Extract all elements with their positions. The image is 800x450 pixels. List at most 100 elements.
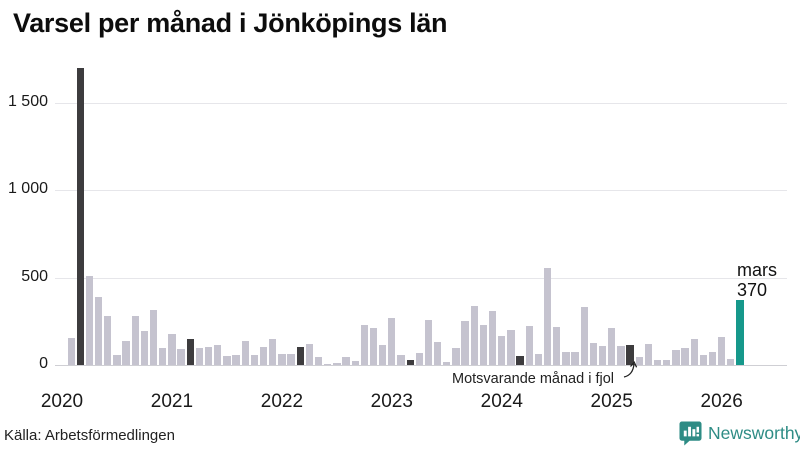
bar-mars-2022 bbox=[296, 346, 304, 365]
bar-aug-2021 bbox=[232, 355, 240, 365]
bar-aug-2022 bbox=[342, 357, 350, 365]
x-tick-label-2023: 2023 bbox=[370, 391, 413, 412]
bar-mars-2024 bbox=[516, 356, 524, 366]
bar-mars-2025 bbox=[626, 344, 634, 365]
newsworthy-bubble-icon bbox=[679, 421, 702, 446]
bar-juni-2025 bbox=[653, 359, 662, 366]
bar-feb-2025 bbox=[617, 345, 625, 366]
bar-dec-2022 bbox=[379, 344, 387, 365]
bar-juli-2021 bbox=[223, 356, 231, 366]
bar-aug-2023 bbox=[452, 348, 460, 365]
bar-nov-2022 bbox=[369, 328, 378, 366]
bar-apr-2024 bbox=[525, 325, 533, 365]
y-tick-label-0: 0 bbox=[39, 355, 48, 372]
annotation-text: Motsvarande månad i fjol bbox=[452, 371, 614, 387]
bar-feb-2021 bbox=[177, 349, 185, 365]
current-month-value: 370 bbox=[737, 280, 768, 300]
y-tick-label-1500: 1 500 bbox=[7, 92, 48, 110]
bar-maj-2021 bbox=[204, 346, 213, 365]
bar-jan-2021 bbox=[168, 333, 176, 365]
bar-apr-2023 bbox=[415, 352, 423, 366]
bar-sep-2022 bbox=[351, 360, 359, 365]
gridline-500 bbox=[55, 277, 787, 279]
bar-sep-2023 bbox=[461, 321, 469, 366]
bar-juli-2023 bbox=[443, 361, 451, 365]
bar-okt-2020 bbox=[140, 330, 149, 365]
source-caption: Källa: Arbetsförmedlingen bbox=[4, 427, 175, 444]
bar-aug-2024 bbox=[562, 351, 570, 365]
bar-mars-2026 bbox=[736, 300, 744, 366]
bar-juli-2025 bbox=[663, 359, 671, 366]
bar-feb-2023 bbox=[397, 355, 405, 365]
chart-title: Varsel per månad i Jönköpings län bbox=[13, 8, 448, 38]
bar-okt-2022 bbox=[360, 324, 368, 366]
bar-juni-2020 bbox=[104, 316, 112, 365]
bar-jan-2023 bbox=[388, 317, 396, 366]
bar-okt-2025 bbox=[690, 338, 698, 366]
bar-nov-2021 bbox=[259, 346, 268, 365]
x-tick-label-2024: 2024 bbox=[480, 391, 523, 412]
bar-jan-2022 bbox=[278, 353, 286, 365]
bar-dec-2020 bbox=[159, 348, 167, 365]
bar-nov-2025 bbox=[699, 354, 707, 365]
bar-feb-2020 bbox=[67, 337, 75, 365]
bar-maj-2022 bbox=[314, 357, 323, 365]
bar-sep-2024 bbox=[571, 351, 579, 365]
x-tick-label-2021: 2021 bbox=[150, 391, 194, 412]
bar-juli-2024 bbox=[553, 327, 561, 365]
y-tick-label-500: 500 bbox=[21, 267, 48, 285]
current-month-name: mars bbox=[737, 260, 777, 280]
bar-okt-2021 bbox=[250, 355, 259, 365]
bar-apr-2025 bbox=[635, 357, 643, 365]
bar-juli-2020 bbox=[113, 355, 121, 365]
bar-jan-2025 bbox=[608, 328, 616, 366]
bar-mars-2023 bbox=[406, 359, 414, 366]
x-tick-label-2026: 2026 bbox=[700, 391, 743, 412]
bar-juni-2022 bbox=[324, 364, 332, 365]
bar-juni-2024 bbox=[543, 267, 552, 365]
y-tick-label-1000: 1 000 bbox=[7, 180, 48, 197]
bar-okt-2024 bbox=[580, 307, 588, 365]
bar-aug-2025 bbox=[672, 350, 680, 365]
bar-aug-2020 bbox=[122, 340, 130, 365]
bar-okt-2023 bbox=[470, 306, 478, 365]
x-axis-line bbox=[55, 365, 787, 366]
bar-sep-2021 bbox=[241, 341, 249, 365]
x-tick-label-2025: 2025 bbox=[590, 391, 633, 412]
bar-apr-2022 bbox=[305, 344, 314, 365]
bar-dec-2023 bbox=[488, 310, 497, 366]
x-tick-label-2020: 2020 bbox=[40, 391, 84, 412]
bar-mars-2020 bbox=[76, 67, 84, 365]
bar-dec-2021 bbox=[269, 338, 277, 366]
bar-feb-2022 bbox=[287, 353, 295, 365]
bar-nov-2023 bbox=[479, 324, 488, 366]
bar-dec-2025 bbox=[708, 351, 717, 365]
bar-feb-2024 bbox=[507, 330, 515, 365]
bar-dec-2024 bbox=[598, 345, 607, 366]
gridline-1500 bbox=[55, 102, 787, 104]
current-month-label: mars 370 bbox=[737, 260, 777, 300]
bar-jan-2024 bbox=[498, 336, 506, 365]
newsworthy-logo[interactable]: Newsworthy bbox=[679, 421, 800, 446]
gridline-1000 bbox=[55, 190, 787, 191]
bar-maj-2020 bbox=[94, 296, 103, 366]
bar-maj-2024 bbox=[534, 353, 543, 365]
bar-jan-2026 bbox=[718, 337, 726, 365]
bar-juli-2022 bbox=[333, 363, 341, 366]
bar-maj-2023 bbox=[424, 319, 433, 365]
bar-juni-2023 bbox=[433, 342, 442, 366]
bar-apr-2020 bbox=[85, 275, 94, 366]
bar-nov-2024 bbox=[589, 343, 598, 365]
bar-feb-2026 bbox=[727, 358, 735, 365]
annotation-arrow-icon bbox=[623, 361, 638, 378]
bar-apr-2021 bbox=[195, 347, 204, 365]
newsworthy-wordmark: Newsworthy bbox=[708, 423, 800, 443]
bar-sep-2020 bbox=[131, 316, 139, 365]
x-tick-label-2022: 2022 bbox=[260, 391, 304, 412]
bar-sep-2025 bbox=[681, 347, 689, 365]
bar-juni-2021 bbox=[214, 344, 222, 365]
bar-nov-2020 bbox=[149, 309, 158, 365]
bar-mars-2021 bbox=[186, 338, 194, 366]
bar-maj-2025 bbox=[644, 344, 653, 365]
